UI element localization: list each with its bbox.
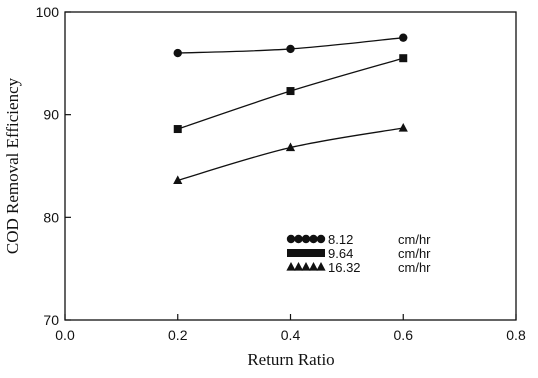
data-point-triangle (285, 142, 296, 152)
data-point-circle (399, 33, 408, 42)
axis-ticks (64, 11, 517, 321)
legend-entry: 8.12 cm/hr (286, 232, 431, 247)
data-point-circle (173, 48, 182, 58)
x-tick-label: 0.6 (394, 327, 414, 343)
legend-marker-square (287, 249, 295, 257)
legend-label: 16.32 (328, 260, 361, 275)
legend-label: 9.64 (328, 246, 353, 261)
legend-label: 8.12 (328, 232, 353, 247)
legend-marker-square (294, 249, 303, 257)
series-line (177, 127, 404, 181)
legend-unit: cm/hr (398, 260, 431, 275)
series-circle (173, 33, 408, 58)
plot-frame (64, 11, 517, 321)
y-axis-title: COD Removal Efficiency (3, 77, 22, 254)
series-square (173, 54, 408, 134)
data-point-square (173, 125, 182, 134)
y-tick-label: 70 (43, 312, 59, 328)
legend-marker-square (302, 249, 310, 257)
legend-unit: cm/hr (398, 246, 431, 261)
legend-marker-triangle (293, 262, 304, 271)
legend-marker-triangle (308, 262, 319, 271)
data-point-triangle (398, 123, 408, 132)
data-point-square (286, 87, 295, 96)
series-triangle (173, 123, 408, 184)
legend-marker-triangle (301, 262, 311, 271)
data-point-circle (286, 44, 295, 54)
legend-marker-square (309, 249, 318, 257)
legend-marker-circle (286, 234, 296, 244)
data-point-triangle (173, 175, 183, 184)
legend-marker-triangle (316, 262, 326, 271)
legend-marker-circle (309, 234, 318, 244)
x-tick-label: 0.4 (281, 327, 301, 343)
x-axis-title: Return Ratio (247, 350, 334, 369)
legend-entry: 9.64 cm/hr (287, 246, 431, 261)
tick-labels: 0.0 0.2 0.4 0.6 0.8 70 80 90 100 (36, 4, 526, 343)
legend-marker-square (317, 249, 325, 257)
series-layer (173, 33, 408, 184)
legend-unit: cm/hr (398, 232, 431, 247)
x-tick-label: 0.0 (55, 327, 75, 343)
y-tick-label: 90 (43, 107, 59, 123)
y-tick-label: 80 (43, 209, 59, 225)
y-tick-label: 100 (36, 4, 60, 20)
legend-marker-circle (294, 234, 303, 244)
legend-entry: 16.32 cm/hr (286, 260, 431, 275)
legend-marker-triangle (286, 262, 296, 271)
x-tick-label: 0.8 (506, 327, 526, 343)
legend-marker-circle (301, 234, 311, 244)
data-point-square (399, 54, 408, 63)
x-tick-label: 0.2 (168, 327, 188, 343)
legend-marker-circle (316, 234, 326, 244)
legend: 8.12 cm/hr 9.64 cm/hr 16.32 cm/hr (286, 232, 431, 275)
